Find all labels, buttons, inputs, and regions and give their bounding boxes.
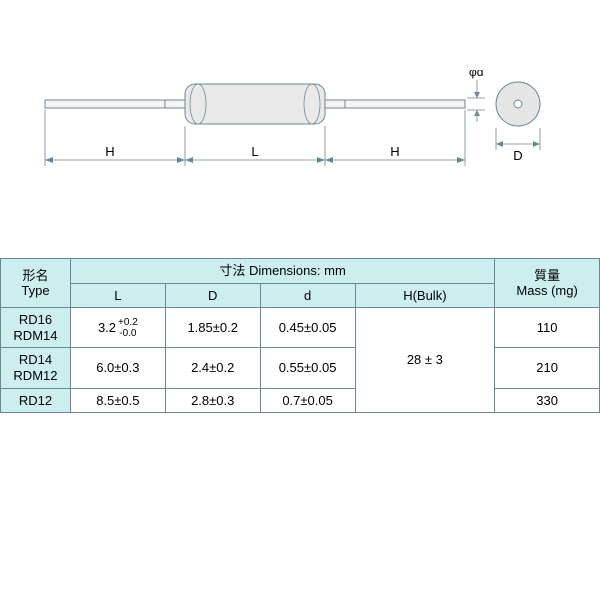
label-H1: H <box>105 144 114 159</box>
row2-D: 2.8±0.3 <box>165 388 260 413</box>
dimensions-table: 形名 Type 寸法 Dimensions: mm 質量 Mass (mg) L… <box>0 258 600 413</box>
row0-mass: 110 <box>495 308 600 348</box>
row2-L: 8.5±0.5 <box>70 388 165 413</box>
hdr-type: 形名 Type <box>1 259 71 308</box>
row0-L: 3.2 +0.2 -0.0 <box>70 308 165 348</box>
row1-mass: 210 <box>495 348 600 388</box>
hdr-D: D <box>165 283 260 308</box>
hdr-d2: d <box>260 283 355 308</box>
row1-d: 0.55±0.05 <box>260 348 355 388</box>
Hbulk-val: 28 ± 3 <box>355 308 495 413</box>
row2-type: RD12 <box>1 388 71 413</box>
drawing-svg: φd H L H D <box>40 70 560 220</box>
hdr-L: L <box>70 283 165 308</box>
row0-type: RD16 RDM14 <box>1 308 71 348</box>
row2-d: 0.7±0.05 <box>260 388 355 413</box>
label-L: L <box>251 144 258 159</box>
row0-d: 0.45±0.05 <box>260 308 355 348</box>
row0-D: 1.85±0.2 <box>165 308 260 348</box>
hdr-Hbulk: H(Bulk) <box>355 283 495 308</box>
row1-D: 2.4±0.2 <box>165 348 260 388</box>
row1-L: 6.0±0.3 <box>70 348 165 388</box>
label-H2: H <box>390 144 399 159</box>
component-drawing: φd H L H D <box>40 70 560 220</box>
row1-type: RD14 RDM12 <box>1 348 71 388</box>
label-phi-d: φd <box>469 70 483 79</box>
row2-mass: 330 <box>495 388 600 413</box>
label-D: D <box>513 148 522 163</box>
hdr-dims: 寸法 Dimensions: mm <box>70 259 494 284</box>
hdr-mass: 質量 Mass (mg) <box>495 259 600 308</box>
